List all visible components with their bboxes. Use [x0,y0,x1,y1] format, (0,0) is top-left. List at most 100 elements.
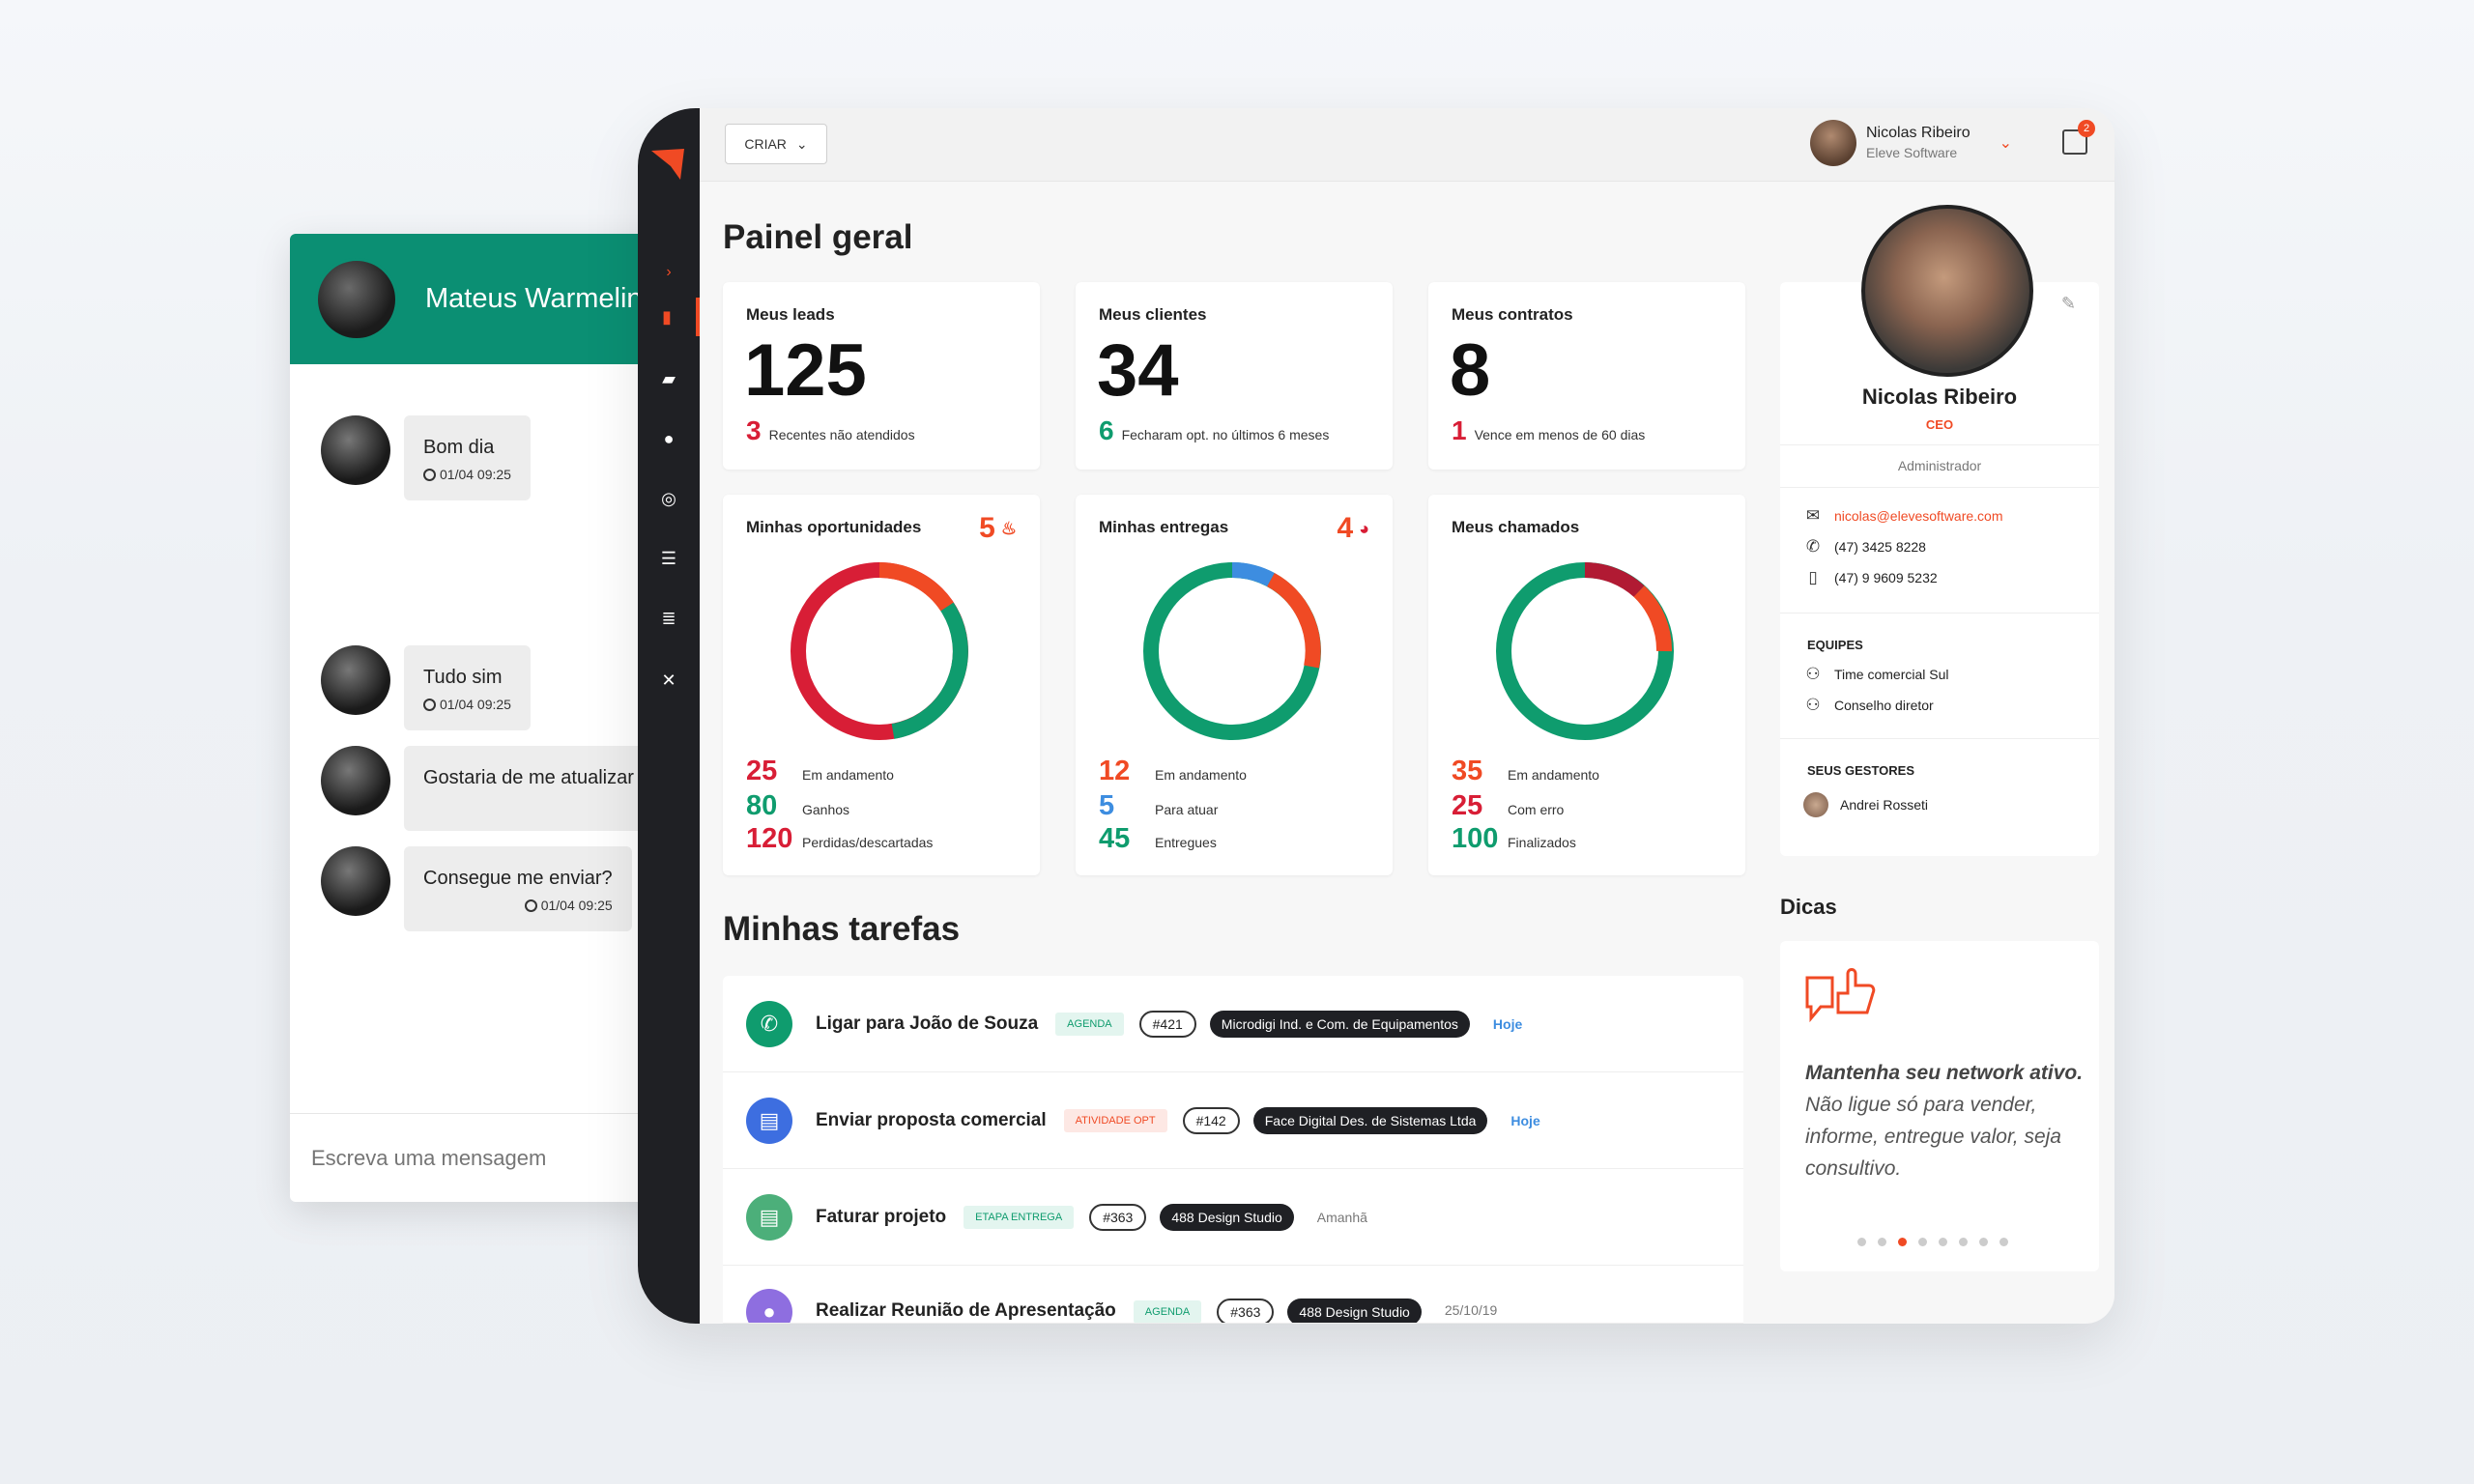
donut-card-deliveries[interactable]: Minhas entregas 4 ◕ 12 Em andamento 5 Para … [1076,495,1393,875]
manager-item[interactable]: Andrei Rosseti [1803,792,1928,817]
clock-icon [423,698,436,711]
donut-segment-orange [1266,572,1321,669]
message-time: 01/04 09:25 [423,898,613,913]
carousel-dot[interactable] [1939,1238,1947,1246]
carousel-dot[interactable] [1999,1238,2008,1246]
legend-value: 100 [1452,823,1499,854]
card-value: 125 [744,329,867,412]
card-value: 8 [1450,329,1491,412]
carousel-dot[interactable] [1959,1238,1968,1246]
message-time-text: 01/04 09:25 [440,697,511,712]
legend-label: Perdidas/descartadas [802,835,934,850]
team-item[interactable]: ⚇ Conselho diretor [1803,696,1933,715]
profile-mobile: (47) 9 9609 5232 [1834,570,1938,585]
card-badge-value: 4 [1337,512,1354,544]
donut-segment-orange [1633,585,1673,652]
clock-icon: ◕ [1359,518,1369,538]
user-info: Nicolas Ribeiro Eleve Software [1866,124,1971,162]
task-number[interactable]: #363 [1089,1203,1147,1231]
stat-card-clients[interactable]: Meus clientes 34 6 Fecharam opt. no últim… [1076,282,1393,470]
document-icon: ▤ [746,1193,792,1241]
task-title: Faturar projeto [816,1206,947,1227]
carousel-dot[interactable] [1857,1238,1866,1246]
divider [1780,444,2099,445]
carousel-dots [1857,1238,2008,1246]
message-input[interactable] [311,1145,696,1171]
legend-label: Em andamento [802,767,894,783]
task-row[interactable]: ✆ Ligar para João de Souza AGENDA #421 M… [723,976,1743,1072]
carousel-dot[interactable] [1878,1238,1886,1246]
sidebar-item-targets[interactable]: ◎ [638,479,700,518]
profile-card: ✎ Nicolas Ribeiro CEO Administrador ✉ nic… [1780,205,2099,856]
team-name: Time comercial Sul [1834,667,1949,682]
calendar-icon[interactable]: 2 [2062,120,2095,155]
profile-email-row[interactable]: ✉ nicolas@elevesoftware.com [1803,506,2003,526]
chat-message: Consegue me enviar? 01/04 09:25 [321,846,632,931]
sidebar-item-notes[interactable]: ▰ [638,359,700,398]
carousel-dot[interactable] [1918,1238,1927,1246]
message-bubble: Tudo sim 01/04 09:25 [404,645,531,730]
sidebar-item-tools[interactable]: ✕ [638,661,700,699]
task-row[interactable]: ● Realizar Reunião de Apresentação AGEND… [723,1266,1743,1324]
stat-card-contracts[interactable]: Meus contratos 8 1 Vence em menos de 60 d… [1428,282,1745,470]
task-row[interactable]: ▤ Enviar proposta comercial ATIVIDADE OP… [723,1072,1743,1169]
task-company[interactable]: 488 Design Studio [1287,1298,1422,1323]
divider [1780,487,2099,488]
chevron-down-icon: ⌄ [795,135,808,152]
book-icon: ▰ [662,368,676,388]
legend-value: 25 [1452,790,1483,821]
contact-avatar [315,257,398,341]
sidebar-item-funnel[interactable]: ☰ [638,539,700,578]
message-time: 01/04 09:25 [423,467,511,482]
chat-message: Bom dia 01/04 09:25 [321,415,531,500]
sidebar-item-contacts[interactable]: ● [638,419,700,458]
legend-value: 35 [1452,756,1483,786]
task-title: Realizar Reunião de Apresentação [816,1300,1116,1321]
card-title: Meus leads [746,305,835,324]
tip-text: Mantenha seu network ativo. Não ligue só… [1805,1057,2086,1184]
legend-label: Para atuar [1155,802,1219,817]
legend-row: 12 Em andamento [1099,756,1247,787]
divider [1780,613,2099,614]
tips-card: Mantenha seu network ativo. Não ligue só… [1780,941,2099,1271]
stat-card-leads[interactable]: Meus leads 125 3 Recentes não atendidos [723,282,1040,470]
legend-row: 100 Finalizados [1452,823,1576,855]
carousel-dot[interactable] [1979,1238,1988,1246]
target-icon: ◎ [661,488,676,508]
logo-icon [651,149,684,180]
sidebar-item-dashboard[interactable]: ▮ [638,298,700,336]
card-badge: 4 ◕ [1337,512,1369,545]
sidebar-item-list[interactable]: ≣ [638,599,700,638]
criar-button[interactable]: CRIAR ⌄ [725,124,827,164]
task-row[interactable]: ▤ Faturar projeto ETAPA ENTREGA #363 488… [723,1169,1743,1266]
carousel-dot-active[interactable] [1898,1238,1907,1246]
card-sub-text: Recentes não atendidos [768,427,915,442]
task-company[interactable]: 488 Design Studio [1160,1203,1294,1231]
chat-header: Mateus Warmeling [290,234,696,364]
task-number[interactable]: #421 [1138,1010,1196,1038]
task-company[interactable]: Microdigi Ind. e Com. de Equipamentos [1209,1010,1470,1038]
legend-row: 120 Perdidas/descartadas [746,823,933,855]
edit-icon[interactable]: ✎ [2060,294,2076,313]
donut-card-tickets[interactable]: Meus chamados 35 Em andamento 25 Com erro … [1428,495,1745,875]
task-company[interactable]: Face Digital Des. de Sistemas Ltda [1252,1106,1488,1134]
message-avatar [321,846,390,916]
user-name: Nicolas Ribeiro [1866,125,1971,141]
donut-chart [791,562,968,740]
tools-icon: ✕ [661,670,676,690]
team-item[interactable]: ⚇ Time comercial Sul [1803,665,1949,684]
donut-card-opportunities[interactable]: Minhas oportunidades 5 ♨ 25 Em andamento 8… [723,495,1040,875]
expand-sidebar-icon[interactable]: › [666,264,672,280]
profile-email[interactable]: nicolas@elevesoftware.com [1834,508,2003,524]
task-number[interactable]: #142 [1182,1106,1240,1134]
task-number[interactable]: #363 [1217,1298,1275,1323]
bar-chart-icon: ▮ [662,306,672,327]
user-menu[interactable]: Nicolas Ribeiro Eleve Software ⌄ [1810,120,2012,166]
card-sub-text: Vence em menos de 60 dias [1474,427,1646,442]
legend-label: Entregues [1155,835,1217,850]
clock-icon [423,468,436,481]
profile-phone: (47) 3425 8228 [1834,539,1926,555]
page-title: Painel geral [723,218,913,256]
mail-icon: ✉ [1805,506,1821,525]
message-bubble: Bom dia 01/04 09:25 [404,415,531,500]
